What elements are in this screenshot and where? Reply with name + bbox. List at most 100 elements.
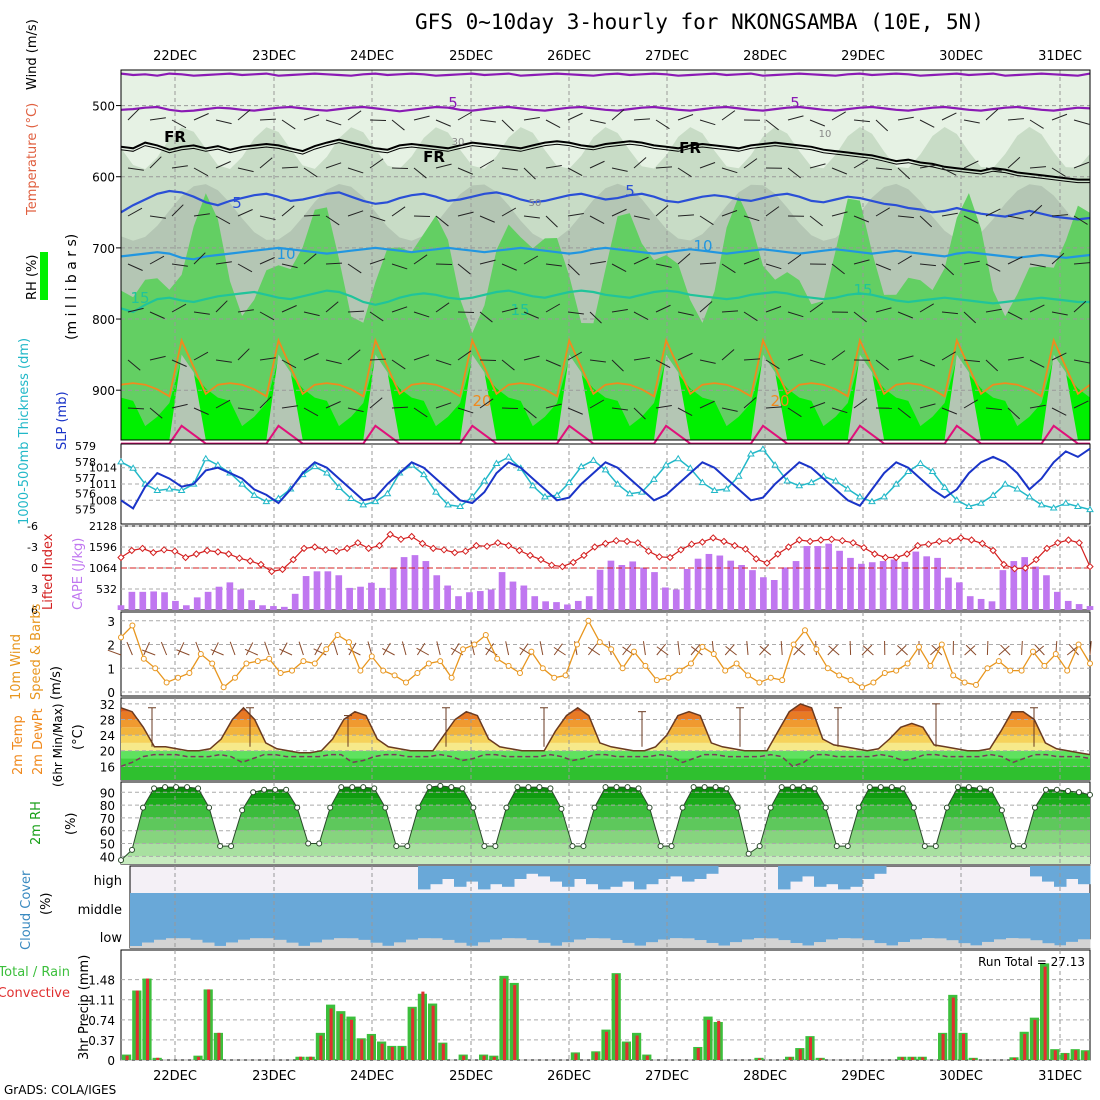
wind10-barb	[416, 647, 430, 656]
cape-bar	[1075, 604, 1083, 610]
rh-marker	[921, 843, 928, 850]
rh-band	[121, 856, 1090, 864]
cloud-low-bar	[658, 939, 671, 948]
cloud-low-bar	[310, 942, 323, 948]
li-marker	[795, 536, 804, 544]
precip-conv-bar	[145, 978, 150, 1060]
precip-tick: 0.74	[88, 1014, 115, 1028]
cloud-high-bar	[682, 866, 695, 882]
cape-bar	[172, 600, 179, 610]
wind-barb	[1051, 252, 1065, 265]
wind10-marker	[961, 679, 968, 686]
rh-tick: 40	[100, 850, 115, 864]
cloud-high-bar	[502, 866, 515, 887]
li-marker	[989, 546, 997, 555]
wind-barb	[1007, 256, 1023, 265]
cloud-low-bar	[274, 939, 287, 948]
precip-conv-bar	[798, 1049, 802, 1060]
contour-label: FR	[423, 148, 445, 166]
wind10-barb	[539, 641, 544, 656]
cape-bar	[912, 551, 920, 610]
li-marker	[418, 539, 427, 548]
wind-barb	[325, 359, 342, 365]
li-marker	[268, 567, 276, 576]
cape-bar	[291, 593, 299, 610]
thickness-marker	[843, 484, 852, 492]
wind-barb	[941, 407, 958, 415]
wind10-marker	[619, 665, 626, 672]
wind10-barb	[1068, 644, 1079, 656]
cape-bar	[237, 589, 245, 610]
wind10-marker	[665, 674, 672, 681]
wind-barb	[941, 263, 955, 276]
rh-marker	[250, 789, 257, 796]
wind-barb	[699, 301, 713, 313]
rh-marker	[712, 784, 719, 791]
thickness-marker	[650, 475, 658, 482]
li-marker	[504, 541, 513, 550]
cape-bar	[890, 559, 898, 610]
wind-barb	[633, 357, 650, 361]
precip-conv-bar	[1063, 1053, 1068, 1060]
wind-barb	[919, 359, 936, 367]
li-tick: 0	[31, 562, 38, 575]
thickness-marker	[419, 470, 428, 478]
thickness-marker	[201, 454, 210, 462]
cape-bar	[117, 605, 125, 610]
wind10-barb	[587, 646, 601, 656]
wind-barb	[457, 211, 474, 217]
cloud-low-bar	[166, 938, 179, 948]
temp-line	[120, 703, 1091, 756]
thickness-marker	[1074, 502, 1082, 509]
li-marker	[881, 553, 890, 562]
cloud-low-bar	[190, 939, 203, 948]
cape-bar	[825, 543, 833, 610]
wind10-barb	[314, 642, 323, 656]
chart-title: GFS 0~10day 3-hourly for NKONGSAMBA (10E…	[415, 10, 984, 34]
wind-barb	[787, 167, 801, 179]
rh-marker	[349, 784, 356, 791]
precip-conv-bar	[196, 1056, 201, 1060]
wind10-marker	[984, 665, 991, 672]
cloud-low-bar	[646, 942, 659, 948]
cloud-low-bar	[490, 939, 503, 948]
wind-barb	[633, 215, 650, 220]
cape-bar	[651, 572, 658, 610]
thickness-marker	[456, 502, 465, 509]
cape-bar	[901, 561, 909, 610]
wind-barb	[1051, 311, 1068, 316]
precip-conv-bar	[298, 1056, 303, 1060]
wind-barb	[897, 255, 912, 265]
li-tick: -3	[27, 541, 38, 554]
wind-barb	[721, 210, 738, 217]
cloud-low-bar	[1078, 939, 1091, 948]
cape-bar	[945, 577, 952, 610]
li-marker	[526, 551, 534, 560]
thickness-marker	[553, 491, 561, 498]
top-date-label: 27DEC	[645, 49, 689, 64]
li-tick: 6	[31, 604, 38, 617]
wind-barb	[1051, 407, 1067, 416]
rh-marker	[1009, 843, 1016, 850]
wind10-barb	[367, 641, 373, 656]
wind-barb	[831, 167, 848, 175]
wind-barb	[391, 359, 406, 370]
wind10-barb	[690, 646, 703, 656]
wind-barb	[875, 207, 890, 217]
wind-barb	[281, 305, 297, 313]
precip-conv-bar	[135, 990, 139, 1060]
cloud-low-bar	[142, 942, 155, 948]
cape-bar	[520, 585, 528, 610]
wind-barb	[985, 167, 1002, 172]
rh-marker	[987, 786, 994, 793]
rh-marker	[811, 785, 818, 792]
wind10-marker	[767, 674, 774, 681]
wind-barb	[171, 204, 184, 217]
cape-bar	[618, 565, 626, 610]
wind-barb	[281, 205, 295, 217]
precip-conv-bar	[1033, 1019, 1037, 1060]
li-marker	[128, 546, 136, 555]
cloud-high-bar	[550, 866, 563, 882]
cape-bar	[357, 586, 364, 610]
